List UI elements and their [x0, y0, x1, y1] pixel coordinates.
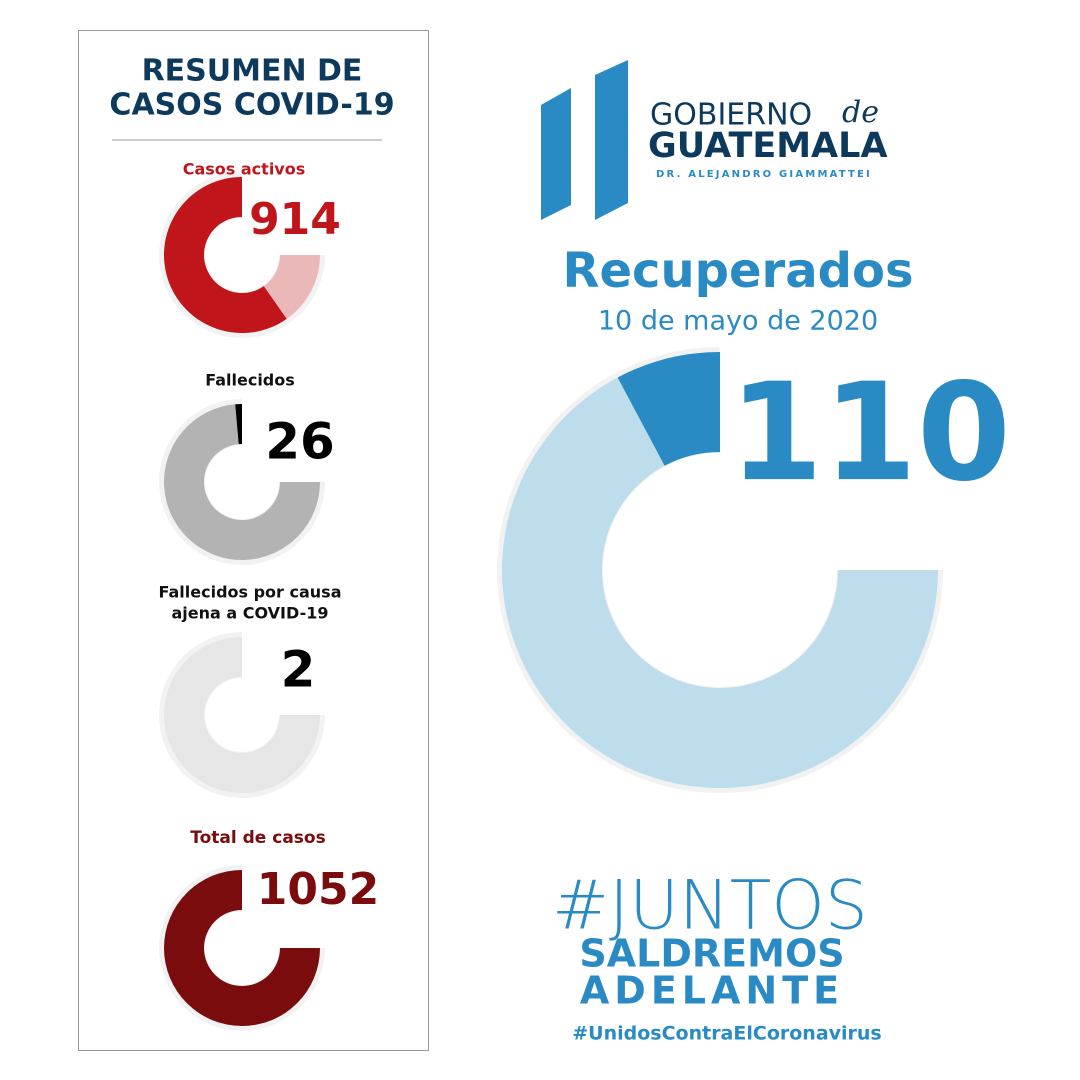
item-label: Fallecidos — [205, 371, 295, 390]
campaign-line1: SALDREMOS — [579, 932, 844, 976]
highlight-title: Recuperados — [562, 243, 913, 299]
campaign-line2: ADELANTE — [580, 969, 844, 1013]
logo-de: de — [842, 95, 879, 130]
ring — [263, 255, 320, 319]
logo-line2: GUATEMALA — [648, 126, 888, 166]
item-label: Total de casos — [190, 828, 325, 848]
ring — [617, 352, 720, 466]
highlight-date: 10 de mayo de 2020 — [598, 306, 878, 337]
ring — [163, 177, 287, 333]
logo-line1: GOBIERNO — [650, 98, 812, 133]
ring — [164, 870, 320, 1026]
item-value: 914 — [249, 194, 341, 245]
logo-bar — [541, 88, 571, 220]
ring — [501, 377, 938, 788]
summary-title: RESUMEN DE — [142, 54, 363, 89]
campaign-tag: #UnidosContraElCoronavirus — [572, 1023, 882, 1045]
summary-title: CASOS COVID-19 — [109, 88, 394, 123]
summary-panel — [78, 30, 429, 1051]
item-value: 2 — [281, 641, 316, 699]
ring — [235, 404, 242, 445]
highlight-value: 110 — [729, 354, 1011, 511]
logo-sub: DR. ALEJANDRO GIAMMATTEI — [656, 169, 872, 180]
item-label: ajena a COVID-19 — [172, 604, 329, 623]
item-value: 1052 — [257, 864, 379, 915]
logo-bar — [595, 60, 628, 220]
item-label: Fallecidos por causa — [158, 583, 341, 602]
ring — [164, 637, 320, 793]
item-value: 26 — [265, 413, 335, 471]
ring — [164, 404, 320, 561]
item-label: Casos activos — [183, 160, 306, 179]
rings — [158, 172, 943, 1031]
campaign-hashtag: #JUNTOS — [552, 867, 868, 946]
